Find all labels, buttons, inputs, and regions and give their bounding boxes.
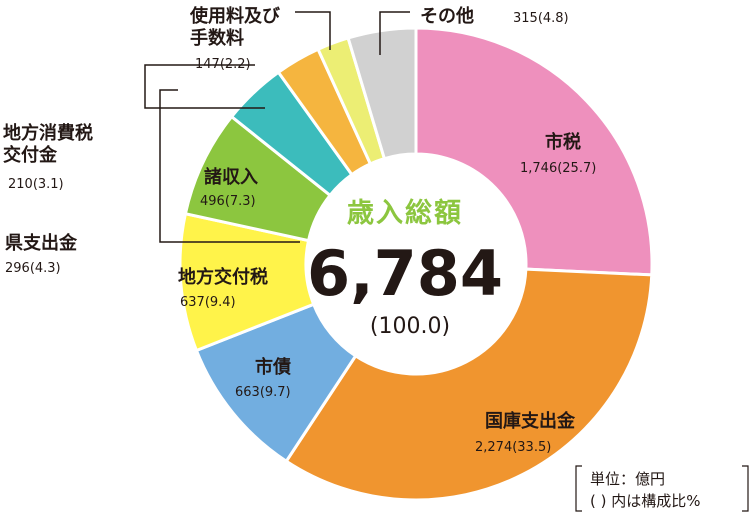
leader-lines [144, 11, 410, 243]
unit-note-line-2: ( ) 内は構成比% [590, 492, 701, 510]
center-percent: (100.0) [370, 314, 450, 339]
label-value-usage-fees: 147(2.2) [195, 57, 251, 72]
unit-note-line-1: 単位：億円 [590, 470, 665, 488]
label-value-municipal-bonds: 663(9.7) [235, 385, 291, 400]
label-name-misc-revenue: 諸収入 [204, 166, 258, 188]
slice-other [346, 26, 418, 161]
label-name-municipal-bonds: 市債 [255, 356, 291, 378]
label-value-national-treasury: 2,274(33.5) [475, 440, 551, 455]
slice-national-treasury [284, 267, 654, 502]
label-name-prefectural-disbursement: 県支出金 [5, 232, 78, 254]
unit-note-bracket-left [575, 465, 582, 512]
label-value-local-consumption-tax: 210(3.1) [8, 177, 64, 192]
donut-slices [178, 26, 654, 502]
label-name-national-treasury: 国庫支出金 [485, 410, 576, 432]
slice-city-tax [414, 26, 654, 277]
label-value-other: 315(4.8) [513, 11, 569, 26]
label-name-city-tax: 市税 [545, 131, 581, 153]
label-name-local-consumption-tax-2: 交付金 [3, 144, 58, 166]
center-title: 歳入総額 [347, 197, 463, 229]
leader-line-other [379, 11, 410, 55]
label-value-city-tax: 1,746(25.7) [520, 161, 596, 176]
label-name-local-consumption-tax-1: 地方消費税 [3, 122, 93, 144]
label-value-misc-revenue: 496(7.3) [200, 194, 256, 209]
label-name-usage-fees-2: 手数料 [190, 27, 244, 49]
label-name-usage-fees-1: 使用料及び [189, 5, 281, 27]
label-value-local-allocation-tax: 637(9.4) [180, 295, 236, 310]
center-total: 6,784 [307, 237, 503, 310]
label-name-other: その他 [420, 5, 474, 27]
unit-note-bracket-right [742, 465, 749, 512]
leader-line-usage-fees [295, 11, 331, 50]
slice-labels: 市税 1,746(25.7) 国庫支出金 2,274(33.5) 市債 663(9.7) 地… [3, 5, 596, 455]
leader-line-local-consumption-tax [144, 64, 265, 109]
unit-note: 単位：億円 ( ) 内は構成比% [575, 465, 749, 512]
label-value-prefectural-disbursement: 296(4.3) [5, 261, 61, 276]
leader-line-prefectural-disbursement [159, 89, 300, 243]
label-name-local-allocation-tax: 地方交付税 [178, 266, 268, 288]
